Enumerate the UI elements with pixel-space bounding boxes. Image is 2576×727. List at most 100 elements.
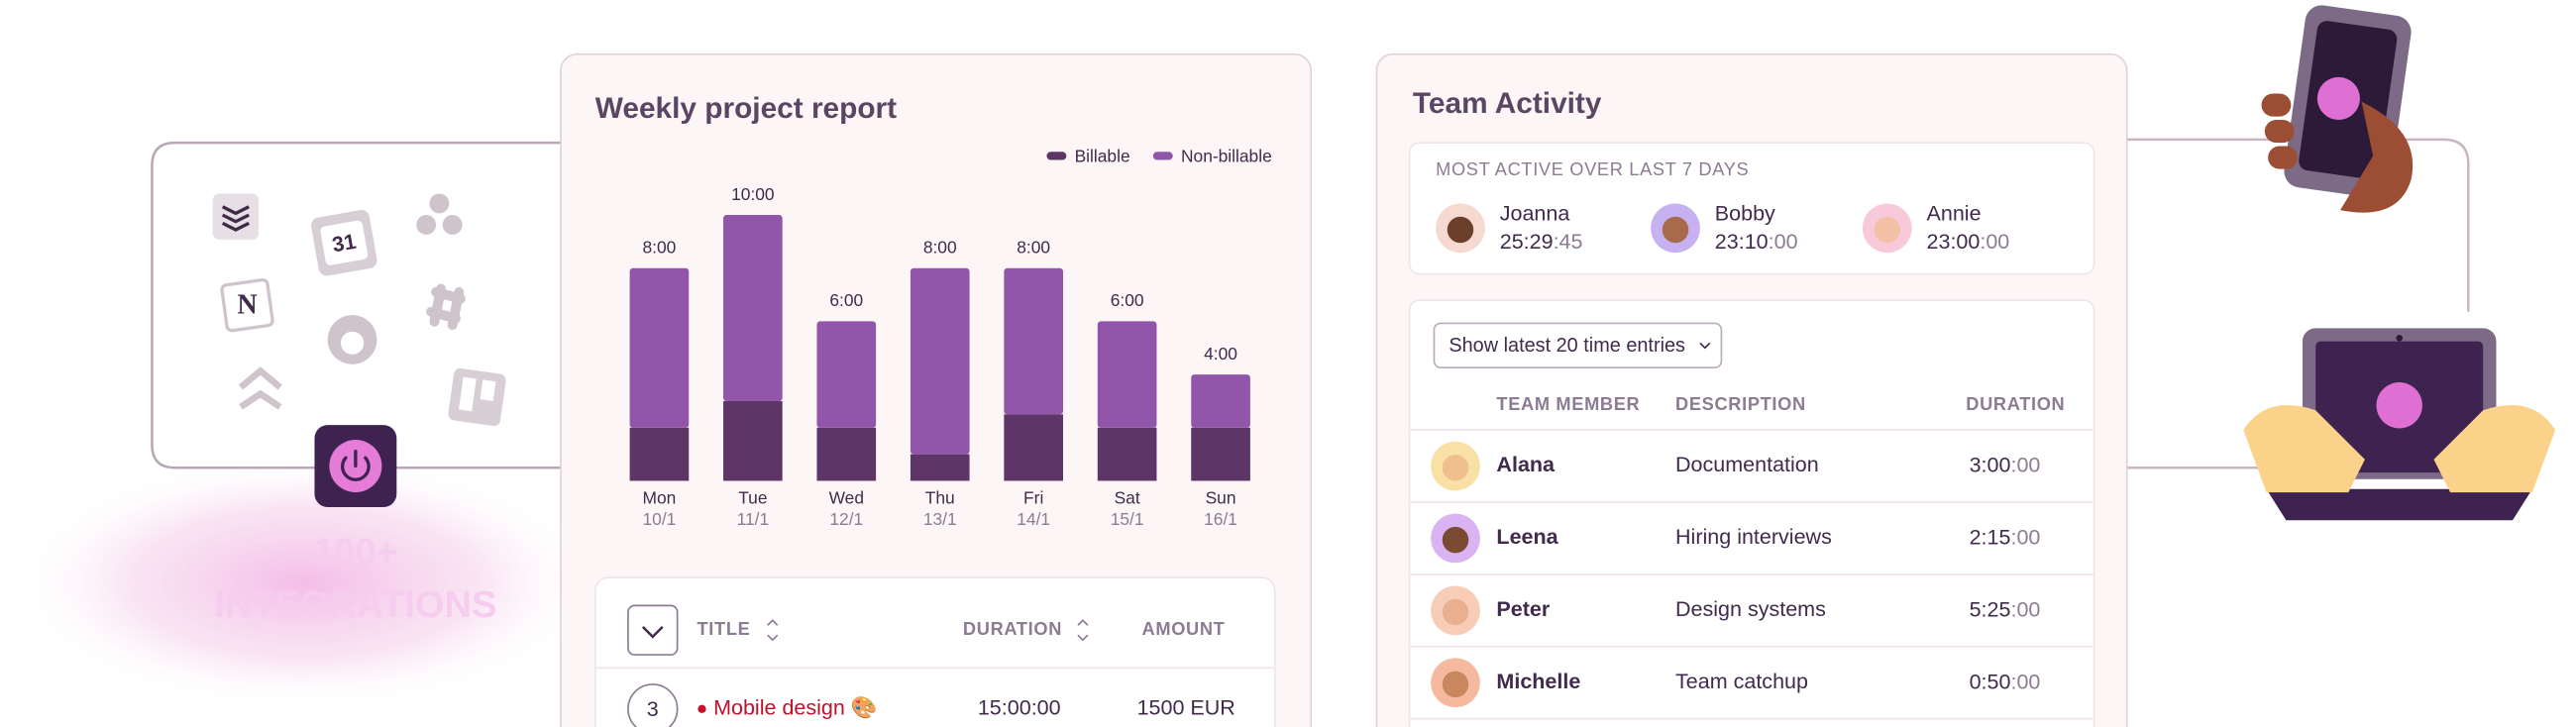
integrations-label: 100+	[313, 532, 398, 573]
x-tick-sublabel: 11/1	[737, 509, 770, 529]
member-name: Alana	[1496, 453, 1556, 476]
time-main: 5:25	[1970, 597, 2011, 621]
x-tick-label: Mon	[643, 487, 677, 507]
time-main: 23:10	[1715, 230, 1769, 254]
column-header[interactable]: TITLE	[698, 619, 751, 639]
bar-segment	[816, 321, 877, 428]
expand-button[interactable]	[627, 604, 679, 656]
time-seconds: :00	[2010, 597, 2040, 621]
filter-dropdown[interactable]	[1433, 322, 1723, 368]
x-tick-sublabel: 10/1	[642, 509, 676, 529]
most-active-heading: MOST ACTIVE OVER LAST 7 DAYS	[1436, 159, 1749, 179]
bar-segment	[816, 427, 877, 481]
duration: 2:15:00	[1970, 525, 2041, 549]
bar-segment	[629, 267, 690, 428]
x-tick-sublabel: 14/1	[1017, 509, 1050, 529]
bar-segment	[1097, 427, 1157, 481]
time-seconds: :00	[1980, 230, 2009, 254]
avatar-face	[1442, 526, 1469, 554]
member-name: Leena	[1496, 525, 1558, 549]
entry-duration: 15:00:00	[978, 695, 1061, 719]
person-time: 23:00:00	[1927, 230, 2010, 254]
bar-total-label: 10:00	[731, 184, 774, 204]
bar-total-label: 6:00	[829, 290, 863, 310]
x-tick-label: Wed	[829, 487, 864, 507]
column-header[interactable]: AMOUNT	[1142, 619, 1226, 639]
time-seconds: :45	[1554, 230, 1583, 254]
bar-segment	[723, 400, 783, 481]
person-time: 25:29:45	[1500, 230, 1583, 254]
entry-title[interactable]: Mobile design 🎨	[713, 693, 878, 719]
avatar-face	[1662, 216, 1689, 244]
bar-segment	[1191, 374, 1250, 428]
sort-icon[interactable]	[767, 619, 779, 642]
most-active-card	[1408, 142, 2095, 275]
glow	[9, 454, 600, 711]
legend-label: Non-billable	[1181, 147, 1272, 166]
bar-segment	[1191, 427, 1250, 481]
column-header: DESCRIPTION	[1675, 394, 1806, 414]
bar-total-label: 8:00	[923, 237, 957, 257]
column-header: DURATION	[1966, 394, 2065, 414]
x-tick-sublabel: 12/1	[829, 509, 863, 529]
bar-segment	[629, 427, 690, 481]
column-header[interactable]: DURATION	[963, 619, 1062, 639]
x-tick-sublabel: 16/1	[1204, 509, 1237, 529]
bar-total-label: 8:00	[1017, 237, 1050, 257]
time-seconds: :00	[2010, 670, 2040, 693]
time-main: 23:00	[1927, 230, 1981, 254]
time-seconds: :00	[1769, 230, 1798, 254]
entries-card	[1408, 299, 2095, 727]
count: 3	[647, 697, 659, 721]
description: Hiring interviews	[1675, 525, 1832, 549]
count-badge	[627, 683, 679, 727]
description: Team catchup	[1675, 670, 1808, 693]
duration: 0:50:00	[1970, 670, 2041, 693]
power-symbol	[341, 449, 371, 481]
calendar-icon-text: 31	[330, 230, 358, 258]
integration-icons: 31 N	[212, 193, 506, 427]
member-name: Peter	[1496, 597, 1550, 621]
x-tick-sublabel: 13/1	[923, 509, 957, 529]
avatar-face	[1442, 671, 1469, 698]
time-main: 0:50	[1970, 670, 2011, 693]
x-tick-label: Sat	[1115, 487, 1140, 507]
bar-segment	[910, 454, 970, 481]
laptop-illustration	[2243, 328, 2556, 521]
column-header: TEAM MEMBER	[1496, 394, 1640, 414]
entry-amount: 1500 EUR	[1137, 695, 1235, 719]
legend-swatch	[1046, 152, 1067, 160]
person-name: Bobby	[1715, 202, 1775, 226]
filter-label: Show latest 20 time entries	[1449, 335, 1685, 357]
legend-swatch	[1152, 152, 1173, 160]
x-tick-label: Tue	[738, 487, 767, 507]
avatar-face	[1447, 216, 1474, 244]
duration: 5:25:00	[1970, 597, 2041, 621]
time-seconds: :00	[2010, 453, 2040, 476]
description: Design systems	[1675, 597, 1826, 621]
sort-icon[interactable]	[1077, 619, 1089, 642]
member-name: Michelle	[1496, 670, 1580, 693]
person-time: 23:10:00	[1715, 230, 1798, 254]
dropdown-chevron	[1699, 342, 1711, 350]
bar-segment	[1004, 267, 1064, 415]
project-dot	[698, 704, 706, 713]
x-tick-label: Sun	[1206, 487, 1236, 507]
time-main: 3:00	[1970, 453, 2011, 476]
x-tick-label: Fri	[1023, 487, 1043, 507]
time-main: 2:15	[1970, 525, 2011, 549]
x-tick-sublabel: 15/1	[1111, 509, 1144, 529]
connector	[2126, 138, 2470, 312]
person-name: Annie	[1927, 202, 1982, 226]
time-seconds: :00	[2010, 525, 2040, 549]
chart-title: Weekly project report	[595, 92, 897, 125]
team-title: Team Activity	[1413, 87, 1602, 120]
person-name: Joanna	[1500, 202, 1570, 226]
avatar-face	[1874, 216, 1901, 244]
chart: Billable Non-billable8:00Mon10/110:00Tue1…	[629, 147, 1272, 529]
time-main: 25:29	[1500, 230, 1554, 254]
